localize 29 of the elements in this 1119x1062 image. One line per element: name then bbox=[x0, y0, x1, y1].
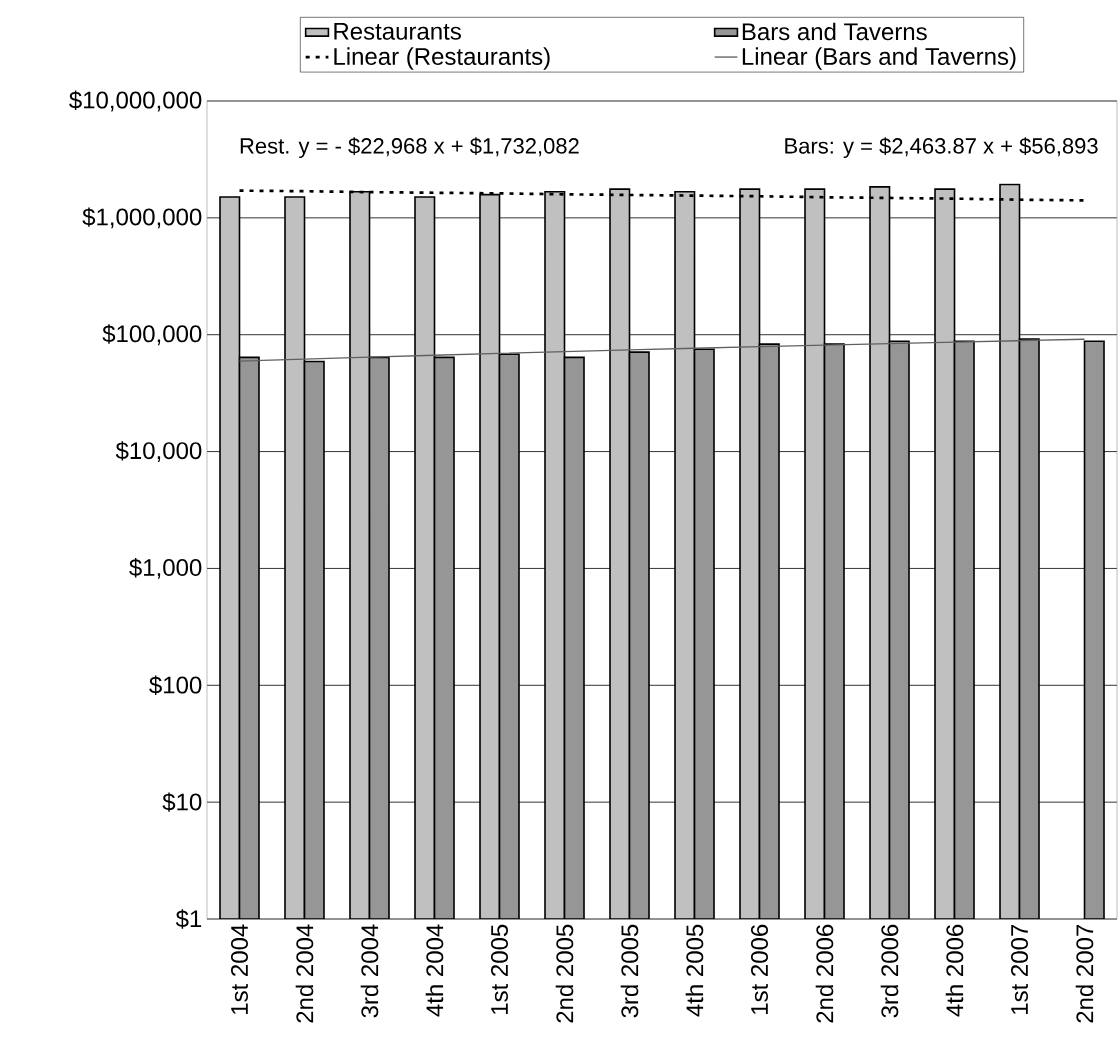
y-tick-label: $10,000,000 bbox=[69, 90, 202, 112]
y-tick-label: $1,000,000 bbox=[82, 207, 202, 229]
x-tick-label: 2nd 2006 bbox=[815, 924, 834, 1023]
x-tick-label: 2nd 2004 bbox=[295, 924, 314, 1023]
x-tick-label: 3rd 2005 bbox=[620, 924, 639, 1018]
legend-label: Bars and Taverns bbox=[742, 22, 927, 41]
line-series bbox=[238, 338, 1086, 362]
y-tick-label: $100,000 bbox=[102, 324, 202, 346]
legend-label: Linear (Restaurants) bbox=[334, 47, 550, 70]
x-tick-label: 1st 2004 bbox=[230, 924, 248, 1014]
x-tick-label: 4th 2004 bbox=[425, 924, 444, 1017]
x-tick-label: 1st 2007 bbox=[1011, 924, 1029, 1014]
x-tick-label: 2nd 2005 bbox=[555, 924, 574, 1023]
x-tick-label: 1st 2006 bbox=[751, 924, 768, 1014]
y-tick-label: $10,000 bbox=[115, 441, 202, 462]
legend-label: Linear (Bars and Taverns) bbox=[742, 47, 1016, 70]
x-tick-label: 3rd 2004 bbox=[360, 924, 379, 1018]
x-tick-label: 1st 2005 bbox=[491, 924, 508, 1014]
x-tick-label: 4th 2006 bbox=[945, 924, 964, 1017]
legend-label: Restaurants bbox=[334, 23, 461, 40]
x-tick-label: 2nd 2007 bbox=[1075, 924, 1094, 1023]
y-tick-label: $1,000 bbox=[129, 558, 202, 579]
x-tick-label: 4th 2005 bbox=[685, 924, 704, 1017]
annotation: Rest. y = - $22,968 x + $1,732,082 bbox=[240, 137, 579, 159]
y-tick-label: $1 bbox=[175, 909, 202, 929]
annotation: Bars: y = $2,463.87 x + $56,893 bbox=[785, 137, 1098, 159]
y-tick-label: $10 bbox=[162, 792, 202, 812]
y-tick-label: $100 bbox=[149, 675, 202, 696]
x-tick-label: 3rd 2006 bbox=[880, 924, 899, 1018]
